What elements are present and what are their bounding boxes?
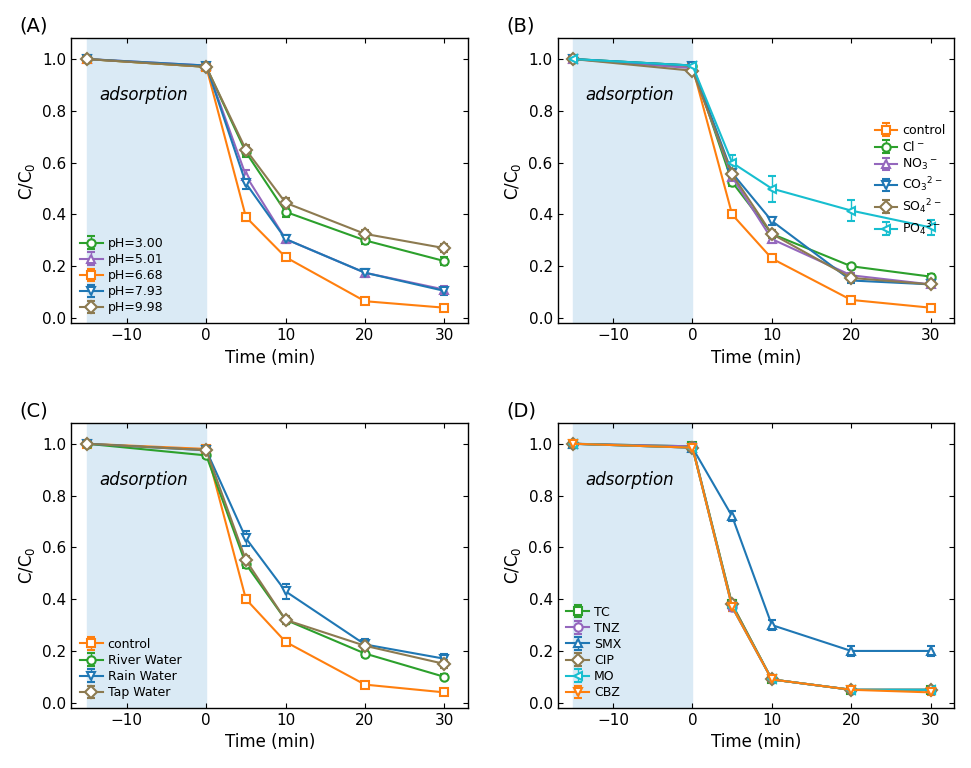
Text: adsorption: adsorption xyxy=(99,86,187,104)
Text: adsorption: adsorption xyxy=(99,471,187,489)
Text: adsorption: adsorption xyxy=(586,86,674,104)
X-axis label: Time (min): Time (min) xyxy=(224,349,315,366)
Text: adsorption: adsorption xyxy=(586,471,674,489)
Text: (D): (D) xyxy=(506,401,536,420)
Bar xyxy=(574,38,692,323)
Bar xyxy=(87,38,206,323)
Text: (B): (B) xyxy=(506,16,534,35)
Y-axis label: C/C$_0$: C/C$_0$ xyxy=(17,162,37,200)
Legend: control, Cl$^-$, NO$_3$$^-$, CO$_3$$^{2-}$, SO$_4$$^{2-}$, PO$_4$$^{3-}$: control, Cl$^-$, NO$_3$$^-$, CO$_3$$^{2-… xyxy=(870,119,951,243)
Y-axis label: C/C$_0$: C/C$_0$ xyxy=(503,547,522,584)
Text: (C): (C) xyxy=(19,401,49,420)
X-axis label: Time (min): Time (min) xyxy=(224,733,315,751)
Bar xyxy=(574,423,692,708)
Legend: pH=3.00, pH=5.01, pH=6.68, pH=7.93, pH=9.98: pH=3.00, pH=5.01, pH=6.68, pH=7.93, pH=9… xyxy=(75,232,168,319)
Y-axis label: C/C$_0$: C/C$_0$ xyxy=(503,162,522,200)
Y-axis label: C/C$_0$: C/C$_0$ xyxy=(17,547,37,584)
Legend: control, River Water, Rain Water, Tap Water: control, River Water, Rain Water, Tap Wa… xyxy=(75,633,186,704)
X-axis label: Time (min): Time (min) xyxy=(711,733,801,751)
X-axis label: Time (min): Time (min) xyxy=(711,349,801,366)
Bar xyxy=(87,423,206,708)
Text: (A): (A) xyxy=(19,16,49,35)
Legend: TC, TNZ, SMX, CIP, MO, CBZ: TC, TNZ, SMX, CIP, MO, CBZ xyxy=(561,601,626,704)
